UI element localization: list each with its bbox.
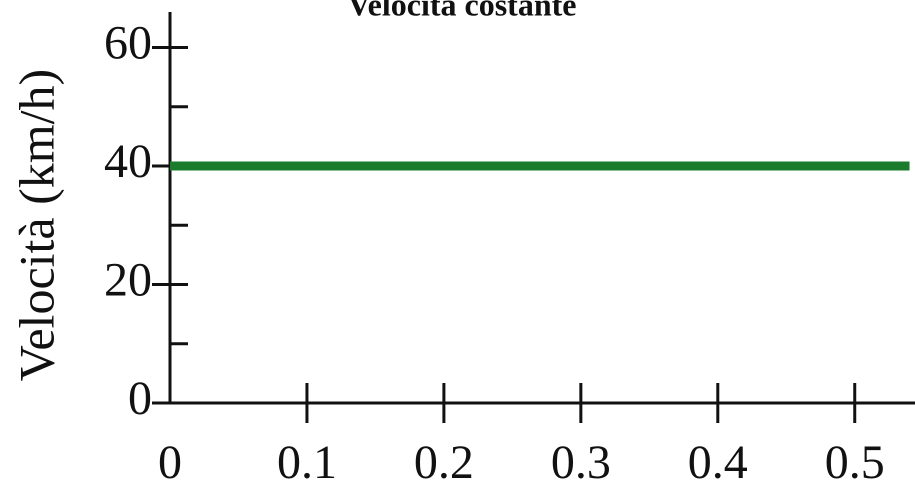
chart-title: Velocità costante <box>348 0 577 22</box>
x-tick-label: 0.5 <box>825 436 885 489</box>
y-axis-label: Velocità (km/h) <box>8 69 64 381</box>
x-tick-label: 0 <box>158 436 182 489</box>
y-tick-label: 0 <box>128 372 152 425</box>
y-tick-label: 40 <box>104 135 152 188</box>
x-tick-label: 0.2 <box>414 436 474 489</box>
y-tick-label: 20 <box>104 254 152 307</box>
x-tick-label: 0.1 <box>277 436 337 489</box>
x-tick-label: 0.3 <box>551 436 611 489</box>
y-tick-label: 60 <box>104 17 152 70</box>
x-tick-label: 0.4 <box>688 436 748 489</box>
